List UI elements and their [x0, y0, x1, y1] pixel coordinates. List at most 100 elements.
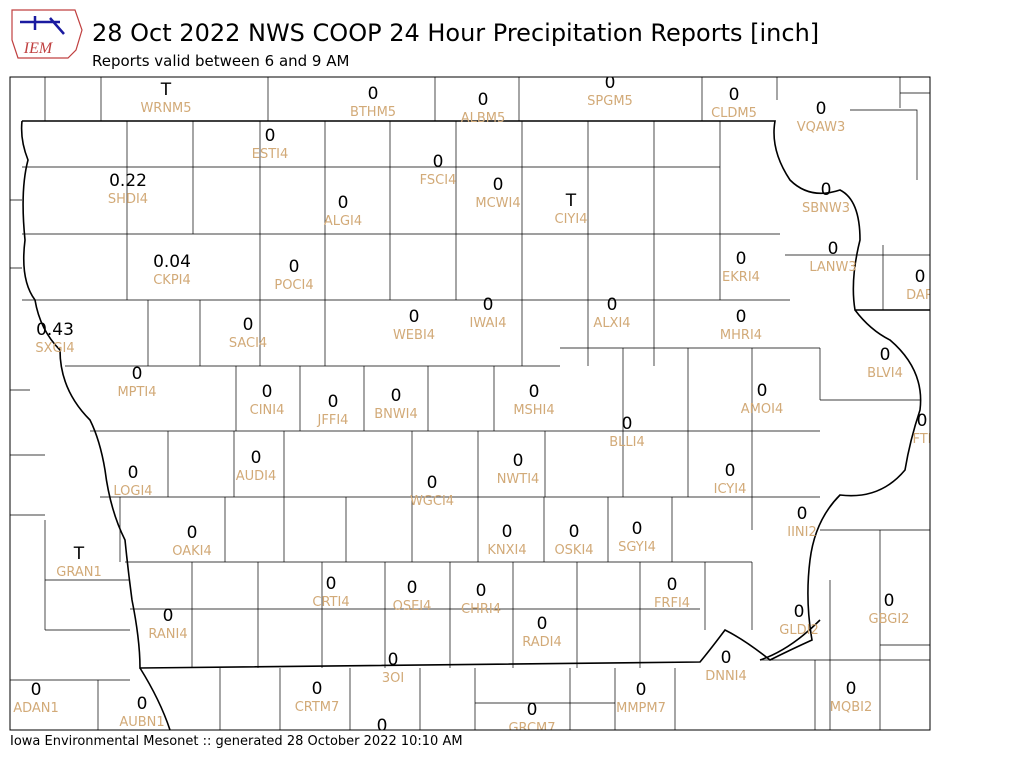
precip-value: 0: [729, 85, 740, 105]
station-id: MCWI4: [475, 196, 520, 211]
precip-value: 0: [529, 382, 540, 402]
logo-text: IEM: [23, 40, 54, 57]
precip-value: 0: [915, 267, 926, 287]
precip-value: 0: [667, 575, 678, 595]
station-id: BLVI4: [867, 366, 903, 381]
precip-value: 0: [569, 522, 580, 542]
station-id: GRAN1: [56, 565, 101, 580]
precip-value: 0: [289, 257, 300, 277]
precip-value: 0: [527, 700, 538, 720]
precip-value: 0: [828, 239, 839, 259]
station-id: GRCM7: [508, 721, 555, 736]
logo: IEM: [11, 9, 83, 59]
station-id: CRTI4: [312, 595, 349, 610]
precip-value: 0: [846, 679, 857, 699]
station-id: SXGI4: [35, 341, 74, 356]
county-lines: [10, 77, 930, 730]
station-id: BLLI4: [609, 435, 645, 450]
precip-value: 0: [326, 574, 337, 594]
station-id: WGCI4: [410, 494, 454, 509]
station-id: GLDI2: [779, 623, 818, 638]
precip-value: 0: [163, 606, 174, 626]
station-id: OSKI4: [554, 543, 593, 558]
precip-value: 0: [797, 504, 808, 524]
station-id: MHRI4: [720, 328, 762, 343]
precip-value: 0: [502, 522, 513, 542]
precip-value: 0: [632, 519, 643, 539]
station-id: ADAN1: [13, 701, 59, 716]
precip-value: 0.04: [153, 252, 191, 272]
precip-value: 0: [187, 523, 198, 543]
state-border: [20, 120, 930, 669]
station-id: ALBM5: [461, 111, 506, 126]
precip-value: 0: [917, 411, 928, 431]
precip-value: 0: [433, 152, 444, 172]
station-id: SPGM5: [587, 94, 633, 109]
river: [139, 619, 821, 730]
station-id: SBNW3: [802, 201, 850, 216]
precip-value: 0: [478, 90, 489, 110]
precip-value: 0: [721, 648, 732, 668]
station-id: FSCI4: [420, 173, 457, 188]
precip-value: 0: [736, 307, 747, 327]
station-id: IINI2: [787, 525, 817, 540]
precip-value: 0: [391, 386, 402, 406]
precip-value: 0: [884, 591, 895, 611]
station-id: FTI: [912, 432, 931, 447]
precip-value: 0: [251, 448, 262, 468]
precip-value: 0: [31, 680, 42, 700]
station-id: SGYI4: [618, 540, 656, 555]
station-id: SHDI4: [108, 192, 148, 207]
precip-value: 0: [513, 451, 524, 471]
station-id: ALGI4: [324, 214, 362, 229]
precip-value: T: [160, 80, 172, 100]
station-id: ESTI4: [252, 147, 289, 162]
precip-value: 0: [816, 99, 827, 119]
station-id: OSEI4: [393, 599, 432, 614]
station-id: RANI4: [148, 627, 187, 642]
precip-value: 0: [757, 381, 768, 401]
footer: Iowa Environmental Mesonet :: generated …: [10, 734, 463, 749]
station-id: MSHI4: [513, 403, 554, 418]
station-id: DAR: [906, 288, 934, 303]
station-id: MQBI2: [830, 700, 872, 715]
station-id: GBGI2: [869, 612, 910, 627]
precip-value: 0: [427, 473, 438, 493]
precip-value: 0: [132, 364, 143, 384]
station-id: MPTI4: [117, 385, 156, 400]
precip-value: 0: [377, 716, 388, 736]
title: 28 Oct 2022 NWS COOP 24 Hour Precipitati…: [92, 19, 819, 47]
station-id: ALXI4: [593, 316, 630, 331]
station-id: AUBN1: [119, 715, 164, 730]
station-id: 3OI: [382, 671, 404, 686]
precip-value: 0: [243, 315, 254, 335]
station-id: LOGI4: [113, 484, 152, 499]
precip-value: 0: [128, 463, 139, 483]
precip-value: T: [565, 191, 577, 211]
precip-value: 0: [312, 679, 323, 699]
station-id: AMOI4: [741, 402, 783, 417]
precip-value: 0: [880, 345, 891, 365]
precip-value: 0: [328, 392, 339, 412]
station-id: CLDM5: [711, 106, 757, 121]
station-id: CIYI4: [555, 212, 588, 227]
precip-value: 0: [262, 382, 273, 402]
precip-value: 0: [476, 581, 487, 601]
precip-value: 0: [636, 680, 647, 700]
precip-value: 0: [265, 126, 276, 146]
station-id: OAKI4: [172, 544, 212, 559]
precip-value: 0: [607, 295, 618, 315]
station-id: FRFI4: [654, 596, 690, 611]
station-id: ICYI4: [714, 482, 747, 497]
station-id: WRNM5: [140, 101, 191, 116]
station-id: CKPI4: [153, 273, 191, 288]
station-id: RADI4: [522, 635, 562, 650]
station-id: KNXI4: [487, 543, 526, 558]
precip-value: 0: [821, 180, 832, 200]
station-id: SACI4: [229, 336, 267, 351]
station-id: CINI4: [250, 403, 285, 418]
precip-value: 0: [736, 249, 747, 269]
station-id: BNWI4: [374, 407, 418, 422]
